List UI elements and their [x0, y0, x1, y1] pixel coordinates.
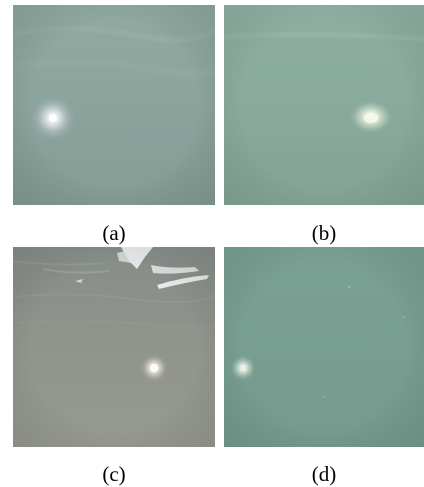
caption-b: (b)	[311, 221, 337, 245]
underwater-image-b	[224, 5, 424, 205]
caption-c: (c)	[102, 462, 126, 486]
underwater-photo-c	[13, 247, 215, 447]
underwater-photo-a	[13, 5, 215, 205]
underwater-photo-d	[224, 247, 424, 447]
caption-a: (a)	[102, 221, 126, 245]
caption-d: (d)	[311, 462, 337, 486]
underwater-image-c	[13, 247, 215, 447]
underwater-image-d	[224, 247, 424, 447]
underwater-image-a	[13, 5, 215, 205]
underwater-photo-b	[224, 5, 424, 205]
